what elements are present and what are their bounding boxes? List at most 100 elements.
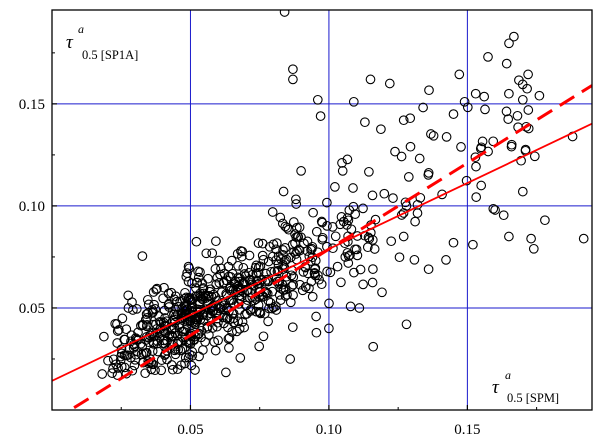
data-point xyxy=(180,352,191,363)
data-point xyxy=(180,287,190,298)
data-point xyxy=(280,291,291,301)
data-point xyxy=(129,360,140,371)
data-point xyxy=(396,151,407,162)
data-point xyxy=(410,216,420,227)
fit-lines xyxy=(52,84,592,410)
data-point xyxy=(183,261,194,272)
grid xyxy=(52,10,592,410)
data-point xyxy=(152,283,162,294)
data-point xyxy=(516,155,526,166)
data-point xyxy=(311,226,322,237)
data-point xyxy=(526,233,536,244)
data-point xyxy=(207,306,218,317)
data-point xyxy=(211,279,222,290)
data-point xyxy=(456,142,466,152)
data-point xyxy=(342,248,353,258)
data-point xyxy=(337,166,348,176)
data-point xyxy=(376,124,386,135)
data-point xyxy=(428,130,439,141)
data-point xyxy=(470,152,481,163)
data-point xyxy=(367,277,378,288)
data-point xyxy=(179,300,190,311)
y-axis-label-subscript: 0.5 [SP1A] xyxy=(82,48,138,62)
data-point xyxy=(386,236,397,247)
data-point xyxy=(253,238,264,248)
data-point xyxy=(244,250,255,261)
data-point xyxy=(198,283,209,293)
data-point xyxy=(348,201,359,212)
data-point xyxy=(251,268,262,279)
data-point xyxy=(345,301,356,312)
data-point xyxy=(504,88,514,99)
data-point xyxy=(294,222,305,233)
data-point xyxy=(290,238,300,249)
data-point xyxy=(192,315,203,325)
data-point xyxy=(355,264,366,275)
data-point xyxy=(257,250,268,261)
data-point xyxy=(245,306,256,316)
data-point xyxy=(311,327,322,338)
data-point xyxy=(255,308,266,319)
data-point xyxy=(512,110,523,121)
data-point xyxy=(117,313,128,324)
data-point xyxy=(227,268,238,279)
data-point xyxy=(280,243,291,253)
data-point xyxy=(412,208,423,218)
data-point xyxy=(267,251,278,262)
data-point xyxy=(239,278,250,289)
data-point xyxy=(218,278,229,288)
data-point xyxy=(158,293,168,304)
data-point xyxy=(207,323,218,333)
data-point xyxy=(254,341,265,352)
data-point xyxy=(167,364,178,375)
data-point xyxy=(210,264,221,274)
data-point xyxy=(368,264,378,274)
data-point xyxy=(367,190,378,201)
data-point xyxy=(506,139,517,150)
data-point xyxy=(143,299,154,310)
data-point xyxy=(306,276,317,287)
data-point xyxy=(290,229,300,239)
data-point xyxy=(131,304,142,314)
data-point xyxy=(315,111,326,121)
data-point xyxy=(337,158,347,168)
data-point xyxy=(303,268,313,279)
data-point xyxy=(270,301,281,312)
data-point xyxy=(426,129,436,139)
data-point xyxy=(211,236,221,247)
data-point xyxy=(125,352,136,363)
data-point xyxy=(275,212,286,223)
data-point xyxy=(265,297,276,308)
data-point xyxy=(578,233,589,244)
data-point xyxy=(504,231,514,242)
data-point xyxy=(287,322,298,333)
data-point xyxy=(216,263,226,274)
data-point xyxy=(108,354,119,365)
data-point xyxy=(324,323,334,334)
data-point xyxy=(345,250,355,260)
data-point xyxy=(224,305,234,316)
data-point xyxy=(172,339,183,349)
data-point xyxy=(181,271,192,282)
data-point xyxy=(394,252,405,263)
y-tick-label: 0.05 xyxy=(19,301,45,317)
data-point xyxy=(414,153,425,164)
data-point xyxy=(142,294,153,305)
data-point xyxy=(360,117,370,128)
data-point xyxy=(288,279,299,290)
y-axis-label: τ a 0.5 [SP1A] xyxy=(66,22,138,62)
data-point xyxy=(162,354,172,365)
data-point xyxy=(396,210,407,220)
data-point xyxy=(218,304,228,315)
y-tick-label: 0.15 xyxy=(19,97,45,113)
data-point xyxy=(205,284,216,295)
data-point xyxy=(169,294,180,305)
data-point xyxy=(107,368,117,378)
data-point xyxy=(147,304,158,315)
data-point xyxy=(313,270,323,281)
data-point xyxy=(140,314,151,325)
y-tick-label: 0.10 xyxy=(19,199,45,215)
data-point xyxy=(418,102,428,113)
data-point xyxy=(398,208,409,218)
